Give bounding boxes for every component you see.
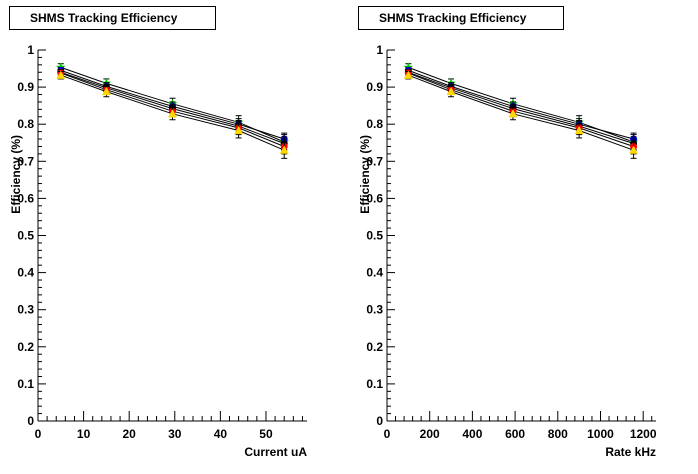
data-point <box>403 70 413 79</box>
data-point <box>234 126 244 135</box>
x-axis-title: Current uA <box>244 445 307 459</box>
chart-title-left: SHMS Tracking Efficiency <box>9 6 216 30</box>
chart-1: 0 0.1 0.2 0.3 0.4 0.5 0.6 0.7 0.8 0.9 1 0 200 400 600 8… <box>358 43 657 459</box>
x-tick-label: 10 <box>77 427 91 441</box>
y-tick-label: 0.8 <box>17 117 34 131</box>
y-tick-label: 0.3 <box>366 303 383 317</box>
x-tick-label: 40 <box>214 427 228 441</box>
y-axis-title: Efficiency (%) <box>9 135 23 214</box>
y-tick-label: 0 <box>376 414 383 428</box>
y-tick-label: 0.6 <box>366 191 383 205</box>
series-line <box>408 66 634 143</box>
y-tick-label: 0.6 <box>17 191 34 205</box>
x-tick-label: 30 <box>168 427 182 441</box>
y-tick-label: 1 <box>376 43 383 57</box>
series-4 <box>56 70 289 159</box>
data-point <box>279 145 289 154</box>
x-tick-label: 200 <box>420 427 440 441</box>
series-line <box>408 69 634 140</box>
chart-title-right: SHMS Tracking Efficiency <box>358 6 564 30</box>
y-tick-label: 0.5 <box>17 229 34 243</box>
series-2 <box>404 68 638 151</box>
series-4 <box>403 70 639 159</box>
y-tick-label: 0.2 <box>366 340 383 354</box>
y-tick-label: 0.7 <box>366 154 383 168</box>
y-tick-label: 0.1 <box>366 377 383 391</box>
y-tick-label: 0.8 <box>366 117 383 131</box>
data-point <box>574 126 584 135</box>
data-point <box>101 87 111 96</box>
x-tick-label: 20 <box>123 427 137 441</box>
y-axis-title: Efficiency (%) <box>358 135 372 214</box>
x-tick-label: 0 <box>35 427 42 441</box>
y-tick-label: 0.4 <box>17 266 34 280</box>
y-tick-label: 0.4 <box>366 266 383 280</box>
data-point <box>168 109 177 118</box>
x-tick-label: 1000 <box>587 427 614 441</box>
y-tick-label: 0.3 <box>17 303 34 317</box>
y-tick-label: 0 <box>27 414 34 428</box>
series-line <box>408 72 634 147</box>
x-axis-title: Rate kHz <box>605 445 656 459</box>
data-point <box>629 145 639 154</box>
x-tick-label: 1200 <box>630 427 657 441</box>
y-tick-label: 0.7 <box>17 154 34 168</box>
x-tick-label: 800 <box>548 427 568 441</box>
y-tick-label: 0.1 <box>17 377 34 391</box>
y-tick-label: 0.9 <box>366 80 383 94</box>
chart-0: 00.10.20.30.40.50.60.70.80.910 10 20 30 40 50… <box>9 43 307 459</box>
x-tick-label: 0 <box>384 427 391 441</box>
data-point <box>446 87 456 96</box>
data-point <box>508 109 518 118</box>
x-tick-label: 50 <box>259 427 273 441</box>
y-tick-label: 0.5 <box>366 229 383 243</box>
data-point <box>56 70 66 79</box>
y-tick-label: 1 <box>27 43 34 57</box>
y-tick-label: 0.2 <box>17 340 34 354</box>
x-tick-label: 600 <box>505 427 525 441</box>
y-tick-label: 0.9 <box>17 80 34 94</box>
x-tick-label: 400 <box>462 427 482 441</box>
